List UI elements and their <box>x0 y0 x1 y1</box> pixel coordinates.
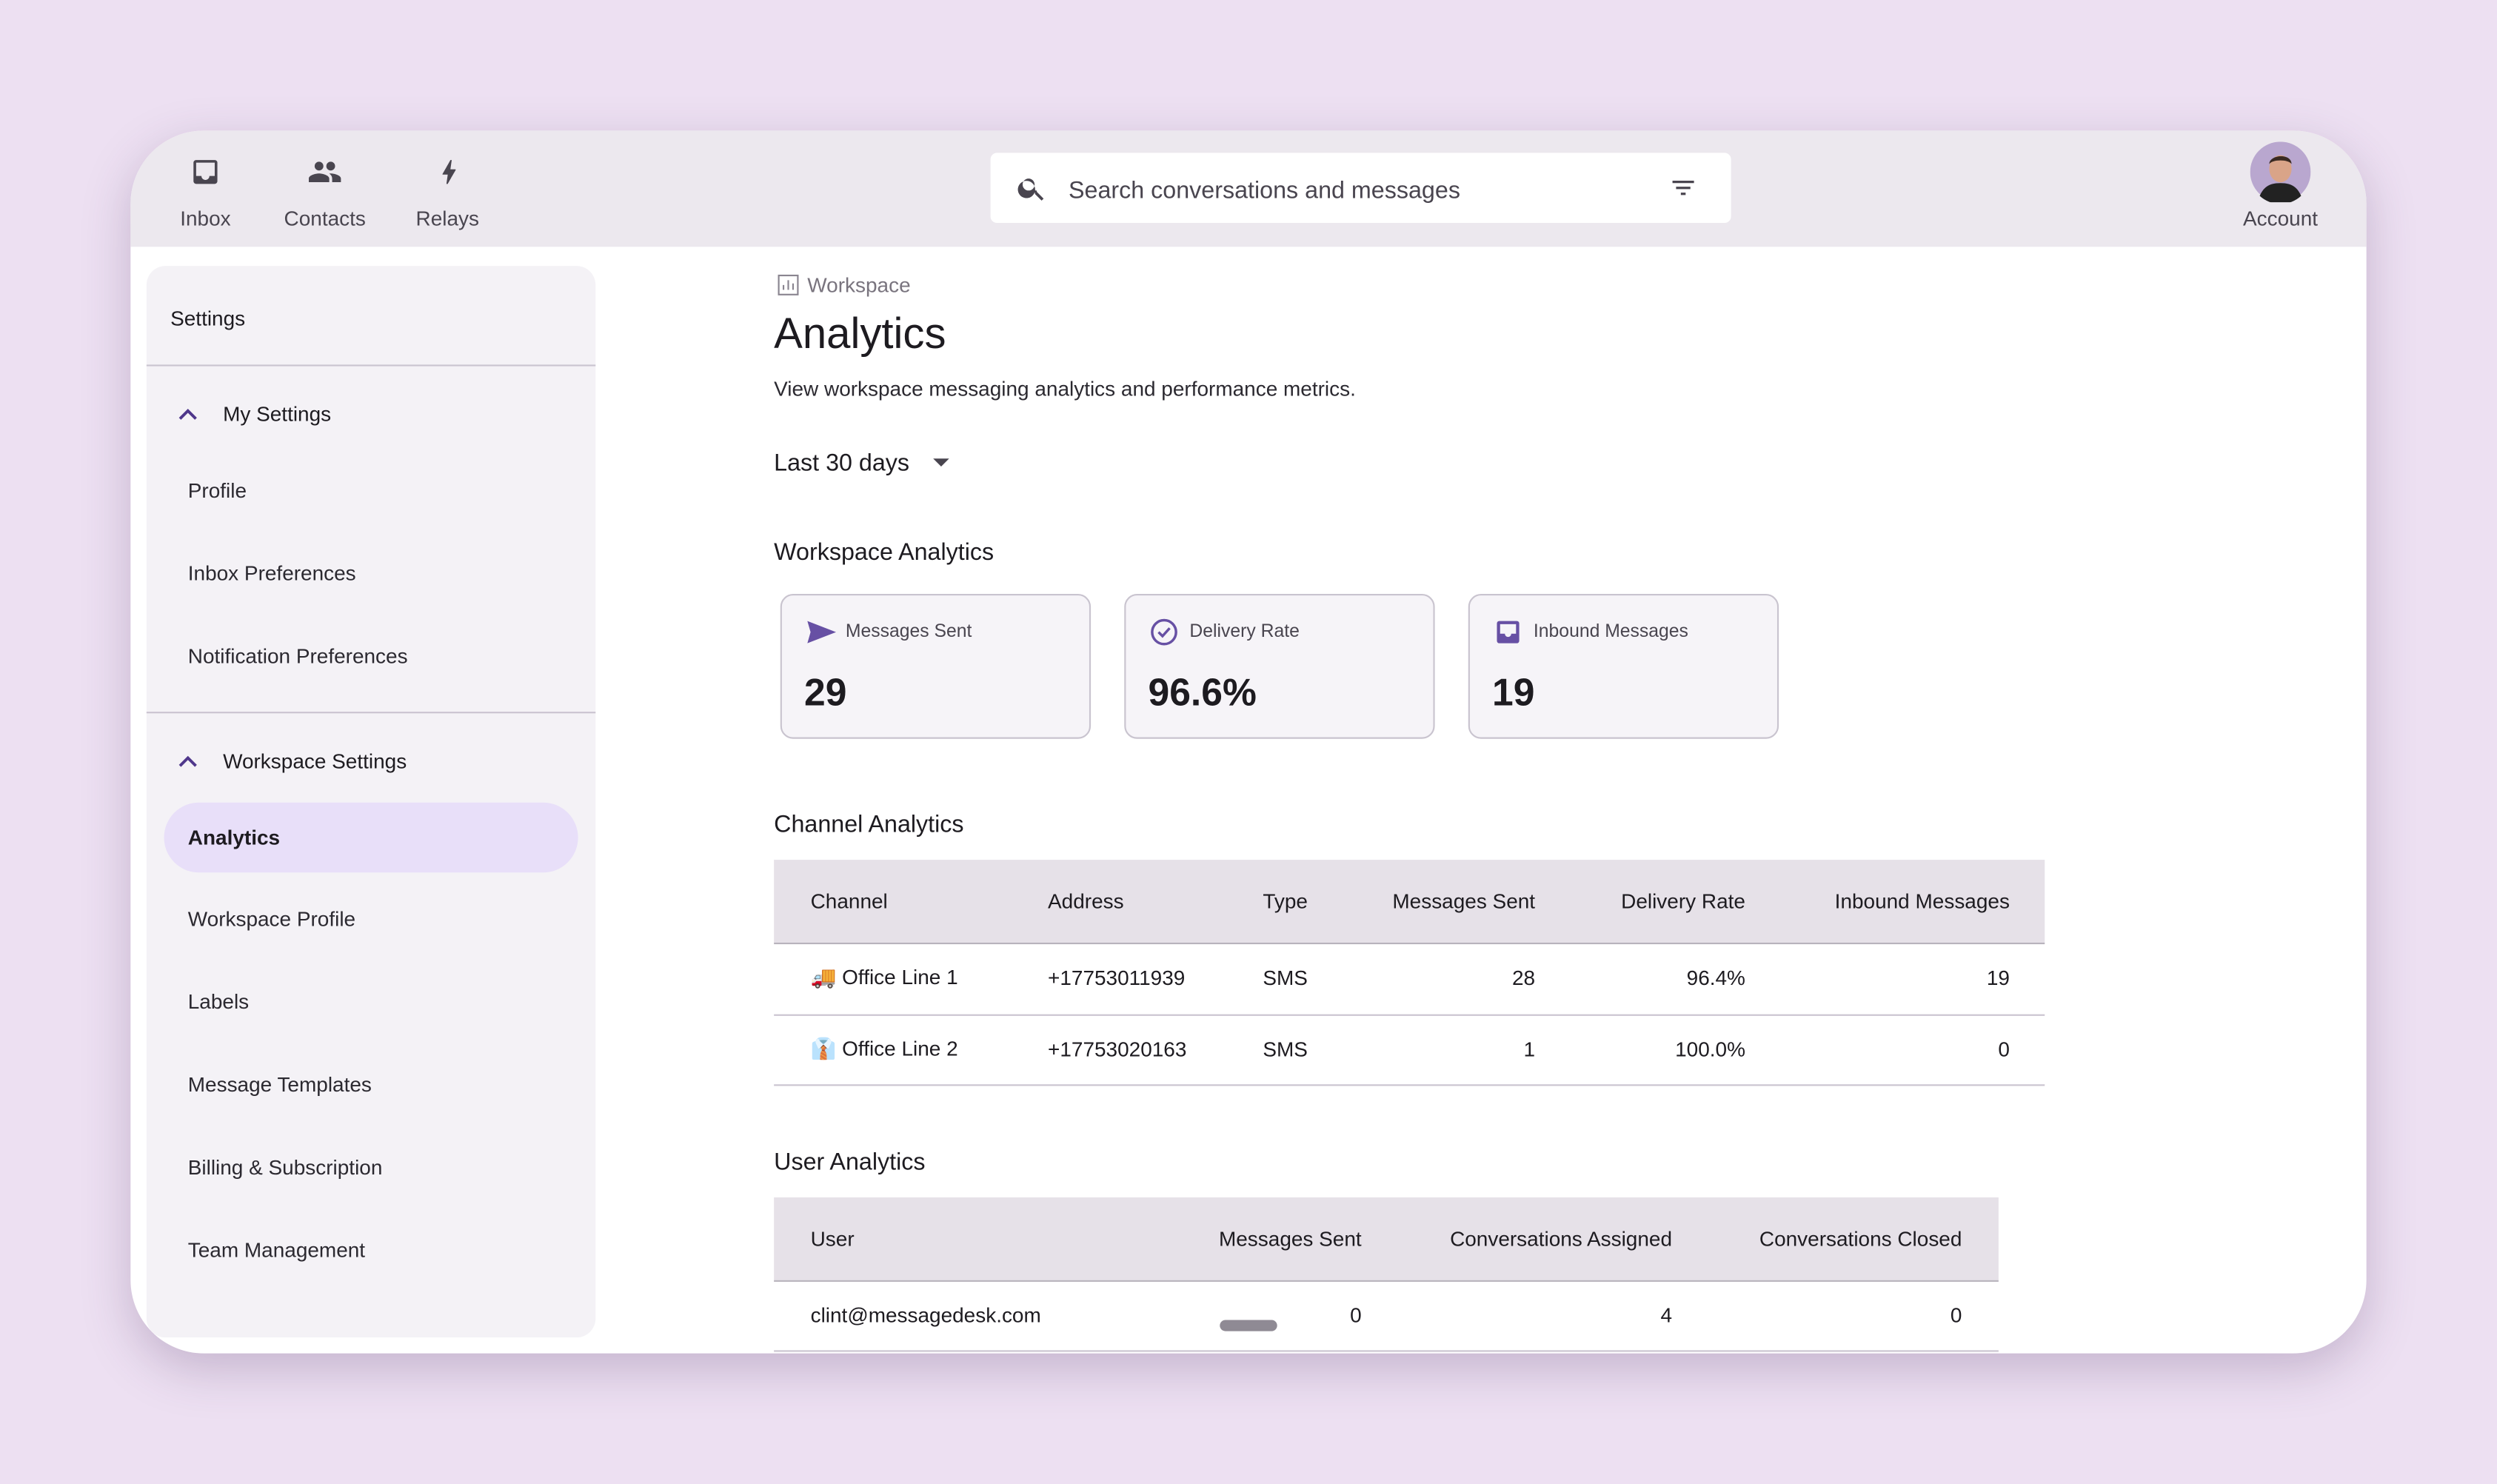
search-placeholder: Search conversations and messages <box>1068 177 1460 205</box>
breadcrumb[interactable]: Workspace <box>807 273 911 298</box>
column-header: Channel <box>810 889 888 914</box>
column-header: User <box>810 1226 855 1251</box>
table-cell: 100.0% <box>1675 1037 1745 1061</box>
table-cell: 96.4% <box>1686 966 1745 990</box>
sidebar-item[interactable]: Message Templates <box>187 1072 372 1097</box>
section-title[interactable]: My Settings <box>223 401 332 427</box>
nav-label[interactable]: Inbox <box>180 206 231 230</box>
metric-value: 96.6% <box>1148 672 1257 715</box>
table-cell: 28 <box>1511 966 1536 990</box>
account-label[interactable]: Account <box>2242 206 2319 230</box>
divider <box>146 364 596 367</box>
metric-label: Inbound Messages <box>1533 622 1688 642</box>
table-cell: 1 <box>1523 1037 1536 1061</box>
section-title: Workspace Analytics <box>774 538 995 566</box>
table-cell: 0 <box>1350 1303 1362 1328</box>
table-cell: SMS <box>1263 966 1308 990</box>
table-cell: 19 <box>1986 966 2010 990</box>
metric-value: 19 <box>1492 672 1535 715</box>
table-cell: 0 <box>1998 1037 2010 1061</box>
divider <box>146 712 596 714</box>
sidebar-item[interactable]: Profile <box>187 478 247 503</box>
nav-label[interactable]: Relays <box>415 206 480 230</box>
table-cell: +17753011939 <box>1048 966 1186 990</box>
table-cell: clint@messagedesk.com <box>810 1303 1041 1328</box>
column-header: Conversations Closed <box>1759 1226 1962 1251</box>
table-cell: 0 <box>1950 1303 1962 1328</box>
column-header: Messages Sent <box>1392 889 1536 914</box>
chevron[interactable] <box>178 407 198 420</box>
sidebar-item[interactable]: Team Management <box>187 1237 366 1263</box>
table-title: Channel Analytics <box>774 811 964 839</box>
avatar[interactable] <box>2250 141 2311 203</box>
scroll-handle[interactable] <box>1220 1320 1277 1331</box>
app-window: Search conversations and messages Accoun… <box>130 130 2367 1354</box>
column-header: Inbound Messages <box>1834 889 2010 914</box>
metric-label: Messages Sent <box>845 622 972 642</box>
row-border <box>774 1350 1999 1352</box>
table-header <box>774 1197 1999 1280</box>
page-description: View workspace messaging analytics and p… <box>774 376 1356 401</box>
table-cell: 4 <box>1660 1303 1673 1328</box>
metric-icon <box>807 621 837 644</box>
sidebar-item[interactable]: Inbox Preferences <box>187 561 356 586</box>
top-bar: Search conversations and messages Accoun… <box>130 130 2367 247</box>
sidebar-item[interactable]: Billing & Subscription <box>187 1154 383 1180</box>
sidebar-title: Settings <box>170 306 246 331</box>
relays-icon[interactable] <box>433 155 465 190</box>
table-cell: +17753020163 <box>1048 1037 1187 1061</box>
range-select[interactable]: Last 30 days <box>774 449 910 477</box>
row-border <box>774 1084 2045 1086</box>
contacts-icon[interactable] <box>307 155 342 190</box>
header-border <box>774 942 2045 945</box>
column-header: Conversations Assigned <box>1450 1226 1673 1251</box>
selected-pill[interactable] <box>164 802 578 873</box>
search-box[interactable]: Search conversations and messages <box>990 153 1731 224</box>
range-caret[interactable] <box>932 457 951 469</box>
table-header <box>774 860 2045 943</box>
row-border <box>774 1013 2045 1015</box>
section-title[interactable]: Workspace Settings <box>223 749 407 773</box>
sidebar-item[interactable]: Workspace Profile <box>187 906 356 931</box>
metric-value: 29 <box>804 672 847 715</box>
table-cell: 🚚 Office Line 1 <box>810 965 958 989</box>
metric-card: Delivery Rate 96.6% <box>1124 594 1435 739</box>
column-header: Address <box>1048 889 1124 914</box>
metric-card: Inbound Messages 19 <box>1468 594 1779 739</box>
column-header: Delivery Rate <box>1621 889 1745 914</box>
column-header: Type <box>1263 889 1308 914</box>
metric-card: Messages Sent 29 <box>780 594 1092 739</box>
table-cell: 👔 Office Line 2 <box>810 1036 958 1060</box>
metric-label: Delivery Rate <box>1189 622 1300 642</box>
table-cell: SMS <box>1263 1037 1308 1061</box>
filter-icon[interactable] <box>1668 173 1699 202</box>
inbox-icon[interactable] <box>190 156 221 188</box>
nav-label[interactable]: Contacts <box>284 206 366 230</box>
page-title: Analytics <box>774 310 946 358</box>
sidebar-item[interactable]: Notification Preferences <box>187 644 408 669</box>
metric-icon <box>1151 618 1177 646</box>
sidebar-item[interactable]: Labels <box>187 989 250 1014</box>
sidebar-item[interactable]: Analytics <box>187 825 281 850</box>
header-border <box>774 1280 1999 1282</box>
table-title: User Analytics <box>774 1149 926 1176</box>
chevron[interactable] <box>178 755 198 767</box>
metric-icon <box>1497 621 1520 644</box>
sidebar: Settings My Settings Profile Inbox Prefere… <box>146 266 596 1338</box>
breadcrumb-icon <box>778 274 799 295</box>
search-icon <box>1017 178 1044 201</box>
column-header: Messages Sent <box>1218 1226 1362 1251</box>
